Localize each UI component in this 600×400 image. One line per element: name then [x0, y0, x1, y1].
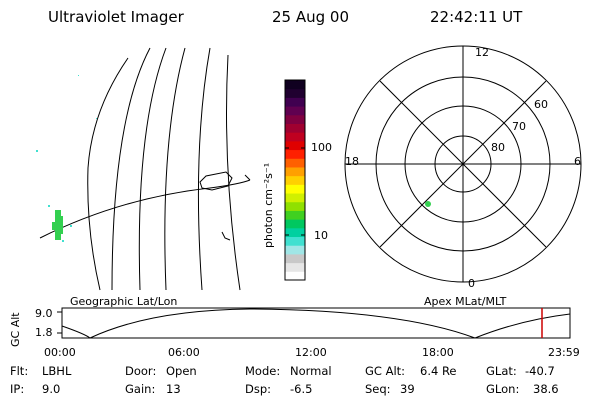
lat-label-80: 80 [491, 141, 505, 154]
date-label: 25 Aug 00 [272, 8, 349, 26]
glon-label: GLon: [486, 382, 520, 396]
colorbar-swatch [285, 158, 305, 168]
colorbar-swatch [285, 219, 305, 229]
dsp-label: Dsp: [245, 382, 272, 396]
dsp-value: -6.5 [290, 382, 313, 396]
colorbar-swatch [285, 166, 305, 177]
colorbar-swatch [285, 97, 305, 107]
apex-grid-label: Apex MLat/MLT [424, 295, 507, 308]
door-value: Open [166, 364, 197, 378]
lat-label-70: 70 [512, 120, 526, 133]
colorbar-swatch [285, 227, 305, 238]
colorbar-swatch [285, 271, 305, 281]
ip-label: IP: [10, 382, 25, 396]
gain-value: 13 [166, 382, 181, 396]
mode-value: Normal [290, 364, 332, 378]
colorbar-swatch [285, 88, 305, 98]
gain-label: Gain: [125, 382, 156, 396]
colorbar-tick-100: 100 [311, 141, 332, 154]
colorbar-swatch [285, 236, 305, 246]
timeline-y-tick-1-8: 1.8 [35, 326, 53, 339]
colorbar-swatch [285, 245, 305, 255]
seq-value: 39 [400, 382, 415, 396]
colorbar-swatch [285, 149, 305, 159]
colorbar-swatch [285, 262, 305, 272]
filter-value: LBHL [42, 364, 72, 378]
filter-label: Flt: [10, 364, 29, 378]
mode-label: Mode: [245, 364, 281, 378]
colorbar-swatch [285, 184, 305, 194]
colorbar-swatch [285, 140, 305, 151]
colorbar-swatch [285, 106, 305, 116]
instrument-title: Ultraviolet Imager [48, 8, 184, 26]
mlt-label-12: 12 [475, 46, 489, 59]
glat-label: GLat: [486, 364, 517, 378]
glat-value: -40.7 [525, 364, 555, 378]
colorbar-swatch [285, 253, 305, 264]
colorbar-swatch [285, 201, 305, 211]
colorbar-swatch [285, 132, 305, 142]
lat-label-60: 60 [534, 98, 548, 111]
colorbar-swatch [285, 193, 305, 203]
colorbar-swatch [285, 123, 305, 133]
colorbar-tick-10: 10 [314, 229, 328, 242]
colorbar-swatch [285, 80, 305, 90]
timeline-x-tick-2359: 23:59 [548, 346, 580, 359]
gc-alt-label: GC Alt: [365, 364, 406, 378]
ip-value: 9.0 [42, 382, 61, 396]
timeline-x-tick-0600: 06:00 [168, 346, 200, 359]
mlt-label-18: 18 [345, 155, 359, 168]
seq-label: Seq: [365, 382, 391, 396]
glon-value: 38.6 [533, 382, 559, 396]
mlt-label-6: 6 [574, 155, 581, 168]
colorbar [284, 79, 306, 281]
colorbar-swatch [285, 175, 305, 185]
timeline-x-tick-1200: 12:00 [295, 346, 327, 359]
timeline-x-tick-0000: 00:00 [44, 346, 76, 359]
door-label: Door: [125, 364, 157, 378]
geographic-grid-label: Geographic Lat/Lon [70, 295, 178, 308]
colorbar-swatch [285, 114, 305, 124]
timeline-x-tick-1800: 18:00 [422, 346, 454, 359]
mlt-label-0: 0 [468, 277, 475, 290]
time-label: 22:42:11 UT [430, 8, 523, 26]
timeline-y-tick-9: 9.0 [35, 307, 53, 320]
colorbar-swatch [285, 210, 305, 220]
gc-alt-value: 6.4 Re [420, 364, 457, 378]
